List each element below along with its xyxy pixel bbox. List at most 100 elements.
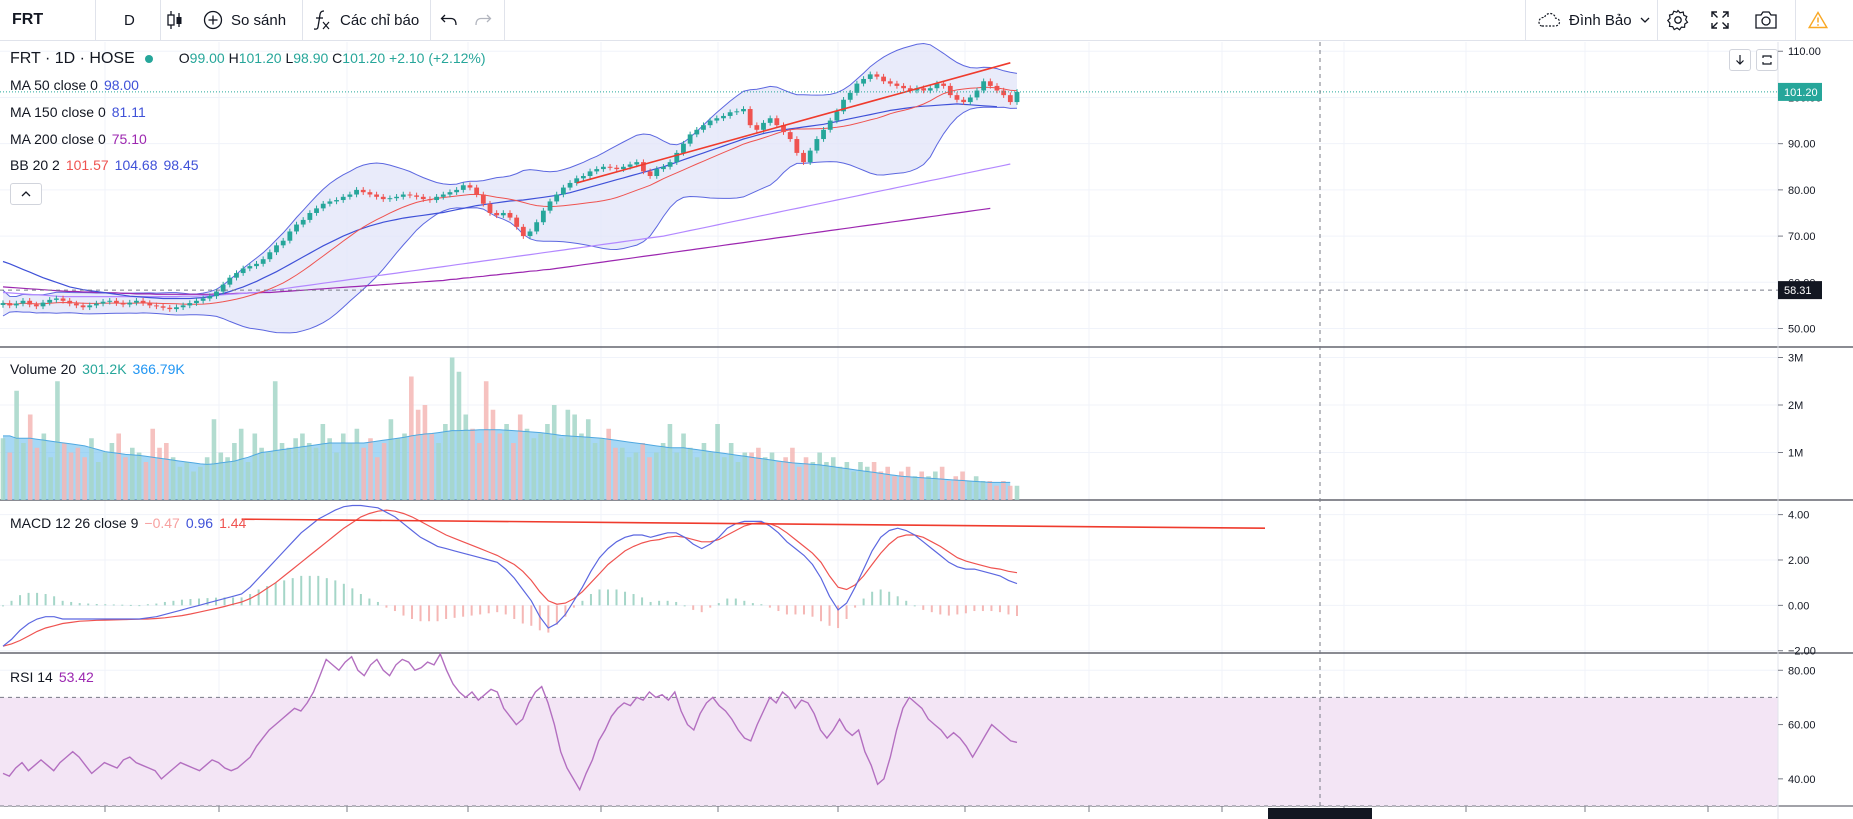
chart-style-button[interactable] bbox=[166, 0, 184, 40]
macd-pane[interactable] bbox=[2, 504, 1266, 647]
candle-body bbox=[927, 88, 933, 91]
macd-histogram-bar bbox=[854, 605, 857, 608]
macd-histogram-bar bbox=[683, 605, 686, 607]
volume-bar bbox=[871, 462, 877, 500]
candle-body bbox=[360, 189, 366, 193]
volume-ma-line bbox=[3, 429, 1011, 483]
candle-body bbox=[814, 139, 820, 151]
collapse-legend-button[interactable] bbox=[10, 183, 42, 205]
toolbar-divider bbox=[430, 0, 431, 40]
candle-body bbox=[107, 300, 113, 302]
volume-bar bbox=[266, 452, 271, 500]
ma200-legend[interactable]: MA 200 close 0 75.10 bbox=[10, 131, 147, 147]
macd-histogram-bar bbox=[78, 603, 81, 606]
candle-body bbox=[994, 85, 1000, 91]
candle-body bbox=[867, 74, 873, 79]
macd-histogram-bar bbox=[266, 586, 269, 606]
indicators-button[interactable]: Các chỉ báo bbox=[312, 0, 419, 40]
undo-button[interactable] bbox=[440, 0, 458, 40]
volume-bar bbox=[626, 457, 632, 500]
macd-histogram-bar bbox=[393, 605, 396, 612]
ohlc-values: O99.00 H101.20 L98.90 C101.20 +2.10 (+2.… bbox=[178, 50, 486, 66]
volume-pane[interactable] bbox=[0, 357, 1020, 501]
candle-body bbox=[901, 85, 906, 89]
volume-bar bbox=[545, 424, 550, 500]
candle-body bbox=[727, 112, 733, 116]
candle-body bbox=[594, 169, 600, 172]
ma50-legend[interactable]: MA 50 close 0 98.00 bbox=[10, 77, 139, 93]
redo-button[interactable] bbox=[474, 0, 492, 40]
snapshot-button[interactable] bbox=[1754, 0, 1778, 40]
ma150-legend[interactable]: MA 150 close 0 81.11 bbox=[10, 104, 146, 120]
candle-body bbox=[207, 296, 213, 299]
rsi-legend[interactable]: RSI 14 53.42 bbox=[10, 669, 94, 685]
volume-bar bbox=[558, 438, 564, 500]
price-tick-label: 110.00 bbox=[1788, 46, 1821, 58]
candle-body bbox=[921, 88, 927, 91]
candle-body bbox=[894, 83, 900, 86]
candle-body bbox=[127, 302, 133, 305]
volume-bar bbox=[463, 414, 469, 500]
rsi-pane[interactable] bbox=[0, 652, 1778, 807]
settings-button[interactable] bbox=[1667, 0, 1689, 40]
toolbar-divider bbox=[160, 0, 161, 40]
volume-bar bbox=[592, 443, 598, 500]
market-status-dot bbox=[144, 54, 153, 63]
volume-bar bbox=[524, 428, 530, 500]
symbol-title: FRT · 1D · HOSE bbox=[10, 50, 135, 67]
candle-body bbox=[580, 176, 586, 179]
candle-body bbox=[67, 300, 73, 304]
macd-legend[interactable]: MACD 12 26 close 9 −0.47 0.96 1.44 bbox=[10, 515, 246, 531]
candle-body bbox=[120, 303, 126, 305]
volume-bar bbox=[885, 466, 890, 500]
volume-bar bbox=[783, 457, 788, 500]
compare-button[interactable]: So sánh bbox=[203, 0, 286, 40]
ma200-label: MA 200 close 0 bbox=[10, 131, 106, 147]
candle-body bbox=[774, 118, 780, 126]
macd-histogram-bar bbox=[820, 605, 823, 622]
pane-move-down-button[interactable] bbox=[1729, 49, 1751, 71]
symbol-search[interactable]: FRT bbox=[12, 11, 44, 28]
candle-body bbox=[534, 222, 540, 232]
macd-histogram-bar bbox=[726, 598, 729, 606]
candle-body bbox=[20, 300, 26, 304]
volume-bar bbox=[946, 481, 952, 500]
crosshair-time-label-bg bbox=[1268, 808, 1372, 819]
price-pane[interactable] bbox=[0, 42, 1778, 334]
macd-histogram-bar bbox=[743, 600, 746, 606]
volume-bar bbox=[517, 414, 523, 500]
volume-bar bbox=[300, 433, 305, 500]
candle-body bbox=[834, 111, 840, 121]
candle-body bbox=[227, 277, 233, 285]
toolbar-divider bbox=[1795, 0, 1796, 40]
macd-tick-label: 4.00 bbox=[1788, 510, 1809, 522]
macd-histogram-bar bbox=[180, 599, 183, 606]
volume-bar bbox=[531, 438, 537, 500]
price-axis[interactable]: 110.00100.0090.0080.0070.0060.0050.00101… bbox=[104, 42, 1822, 819]
macd-histogram-bar bbox=[291, 578, 294, 606]
candle-body bbox=[681, 143, 686, 153]
macd-histogram-bar bbox=[990, 605, 993, 612]
macd-histogram-bar bbox=[658, 600, 661, 606]
volume-legend[interactable]: Volume 20 301.2K 366.79K bbox=[10, 361, 185, 377]
volume-bar bbox=[136, 452, 142, 500]
candle-body bbox=[967, 97, 973, 103]
candle-body bbox=[874, 74, 880, 77]
macd-histogram-bar bbox=[146, 604, 149, 606]
macd-hist-value: −0.47 bbox=[144, 515, 180, 531]
candle-body bbox=[841, 99, 846, 112]
warning-button[interactable] bbox=[1808, 0, 1828, 40]
candle-body bbox=[747, 109, 753, 126]
interval-button[interactable]: D bbox=[124, 11, 135, 29]
bb-legend[interactable]: BB 20 2 101.57 104.68 98.45 bbox=[10, 157, 199, 173]
layout-menu-button[interactable]: Đình Bảo bbox=[1535, 0, 1650, 40]
macd-histogram-bar bbox=[956, 605, 959, 615]
candle-body bbox=[767, 118, 773, 123]
macd-histogram-bar bbox=[564, 605, 567, 617]
pane-maximize-button[interactable] bbox=[1756, 49, 1778, 71]
toolbar-divider bbox=[504, 0, 505, 40]
candle-body bbox=[93, 303, 99, 306]
macd-histogram-bar bbox=[888, 591, 891, 606]
fullscreen-button[interactable] bbox=[1710, 0, 1730, 40]
chart-area[interactable]: 110.00100.0090.0080.0070.0060.0050.00101… bbox=[0, 41, 1853, 819]
